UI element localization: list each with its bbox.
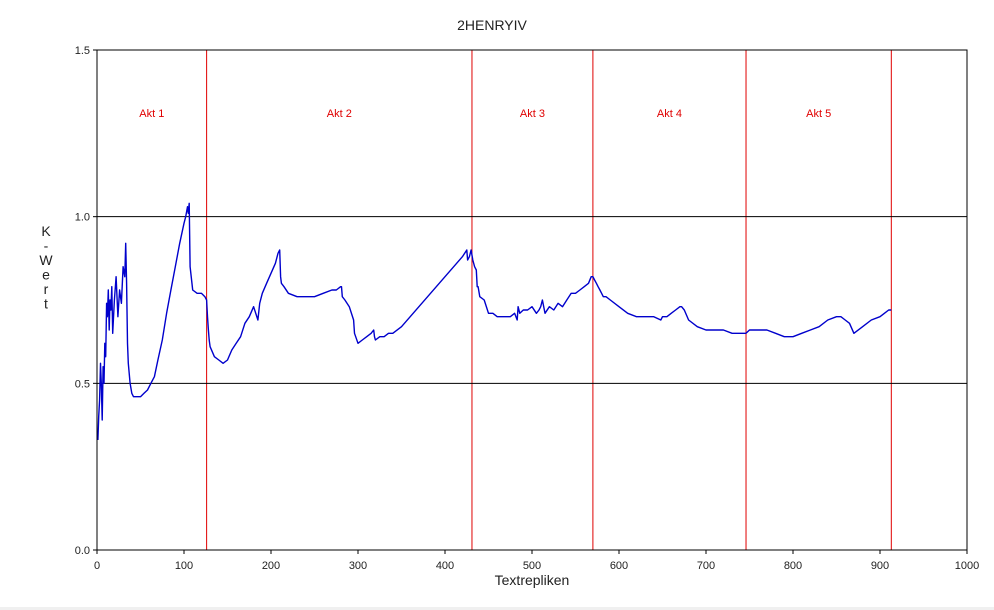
y-tick-label: 1.5 — [75, 45, 90, 57]
y-axis-label-char: W — [39, 252, 53, 268]
x-tick-label: 200 — [262, 560, 280, 572]
y-axis-label-char: - — [44, 238, 49, 254]
act-label-1: Akt 1 — [139, 108, 164, 120]
x-tick-label: 900 — [871, 560, 889, 572]
y-axis-label-char: t — [44, 296, 48, 312]
x-tick-label: 1000 — [955, 560, 979, 572]
x-tick-label: 0 — [94, 560, 100, 572]
x-tick-label: 700 — [697, 560, 715, 572]
act-label-3: Akt 3 — [520, 108, 545, 120]
plot-frame — [96, 49, 968, 551]
series-line-0 — [97, 202, 892, 441]
y-axis-label-char: e — [42, 267, 50, 283]
x-tick-label: 600 — [610, 560, 628, 572]
x-axis-label: Textrepliken — [495, 572, 570, 588]
y-tick-label: 0.5 — [75, 378, 90, 390]
act-label-5: Akt 5 — [806, 108, 831, 120]
y-axis-label-char: K — [41, 223, 51, 239]
y-axis-label-char: r — [44, 281, 49, 297]
chart-title: 2HENRYIV — [457, 17, 527, 33]
x-tick-label: 500 — [523, 560, 541, 572]
window-bottom-edge — [0, 607, 994, 610]
y-tick-label: 0.0 — [75, 545, 90, 557]
x-tick-label: 800 — [784, 560, 802, 572]
act-label-4: Akt 4 — [657, 108, 682, 120]
x-tick-label: 300 — [349, 560, 367, 572]
x-tick-label: 100 — [175, 560, 193, 572]
y-tick-label: 1.0 — [75, 212, 90, 224]
x-tick-label: 400 — [436, 560, 454, 572]
act-label-2: Akt 2 — [327, 108, 352, 120]
